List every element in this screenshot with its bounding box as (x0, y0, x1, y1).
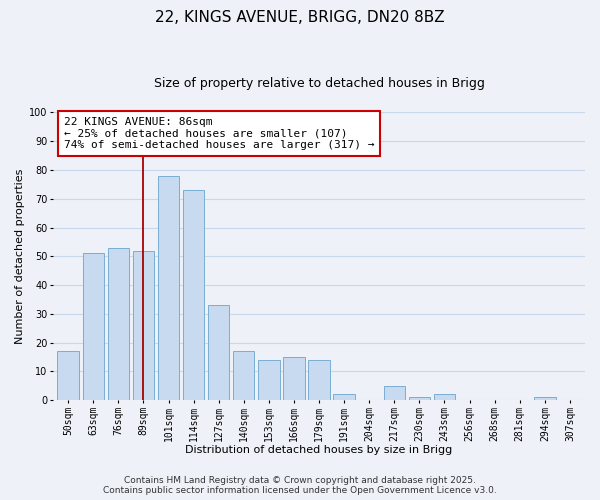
Y-axis label: Number of detached properties: Number of detached properties (15, 168, 25, 344)
Text: Contains HM Land Registry data © Crown copyright and database right 2025.
Contai: Contains HM Land Registry data © Crown c… (103, 476, 497, 495)
Bar (383, 386, 405, 400)
Title: Size of property relative to detached houses in Brigg: Size of property relative to detached ho… (154, 78, 484, 90)
Bar (158, 176, 179, 400)
Bar (258, 360, 280, 400)
Bar (208, 305, 229, 400)
Bar (434, 394, 455, 400)
Bar (107, 248, 129, 400)
Bar (534, 397, 556, 400)
Bar (183, 190, 204, 400)
Bar (83, 254, 104, 400)
Bar (308, 360, 330, 400)
Bar (283, 357, 305, 400)
Text: 22, KINGS AVENUE, BRIGG, DN20 8BZ: 22, KINGS AVENUE, BRIGG, DN20 8BZ (155, 10, 445, 25)
Bar (133, 250, 154, 400)
X-axis label: Distribution of detached houses by size in Brigg: Distribution of detached houses by size … (185, 445, 452, 455)
Text: 22 KINGS AVENUE: 86sqm
← 25% of detached houses are smaller (107)
74% of semi-de: 22 KINGS AVENUE: 86sqm ← 25% of detached… (64, 117, 374, 150)
Bar (409, 397, 430, 400)
Bar (58, 351, 79, 400)
Bar (233, 351, 254, 400)
Bar (334, 394, 355, 400)
